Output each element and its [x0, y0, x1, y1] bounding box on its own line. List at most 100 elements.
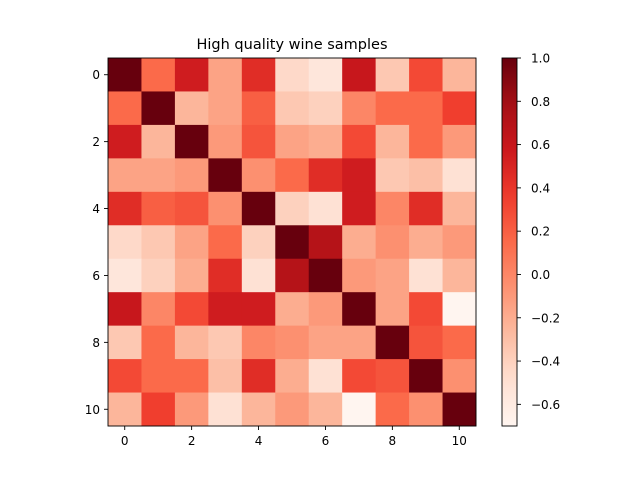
heatmap-cell — [208, 392, 243, 427]
heatmap-cell — [141, 58, 176, 92]
heatmap-cell — [275, 359, 310, 393]
heatmap-cell — [409, 191, 443, 226]
heatmap-cell — [442, 91, 477, 126]
x-tick-label: 4 — [255, 434, 263, 448]
heatmap-cell — [108, 58, 142, 92]
heatmap-cell — [308, 359, 343, 393]
heatmap-cell — [308, 58, 343, 92]
colorbar-gradient — [502, 58, 517, 426]
heatmap-cell — [342, 158, 377, 193]
heatmap-cell — [141, 124, 176, 159]
heatmap-cell — [308, 325, 343, 360]
heatmap-cell — [174, 392, 209, 427]
heatmap-cell — [409, 392, 443, 427]
x-tick-label: 10 — [452, 434, 467, 448]
heatmap-cell — [141, 325, 176, 360]
heatmap-cell — [174, 58, 209, 92]
heatmap-cell — [275, 392, 310, 427]
heatmap-cell — [375, 325, 410, 360]
heatmap-cell — [275, 225, 310, 260]
heatmap-cell — [375, 58, 410, 92]
heatmap-cell — [275, 124, 310, 159]
heatmap-cell — [308, 124, 343, 159]
heatmap-cell — [141, 158, 176, 193]
heatmap-cell — [308, 292, 343, 327]
heatmap-cell — [208, 58, 243, 92]
heatmap-cell — [108, 191, 142, 226]
heatmap-cell — [409, 124, 443, 159]
heatmap-cell — [241, 359, 276, 393]
heatmap-cell — [342, 258, 377, 293]
colorbar-tick-label: −0.4 — [531, 355, 560, 369]
x-tick-label: 8 — [389, 434, 397, 448]
heatmap-cell — [375, 292, 410, 327]
heatmap-axes: 0 2 4 6 8 10 0 2 4 6 8 10 — [85, 57, 477, 448]
heatmap-cell — [409, 58, 443, 92]
heatmap-cell — [241, 325, 276, 360]
heatmap-cell — [342, 124, 377, 159]
colorbar: 1.0 0.8 0.6 0.4 0.2 0.0 −0.2 −0.4 −0.6 — [501, 52, 560, 427]
colorbar-tick-label: 0.6 — [531, 138, 550, 152]
heatmap-cell — [308, 191, 343, 226]
heatmap-cell — [375, 124, 410, 159]
heatmap-cell — [442, 191, 477, 226]
heatmap-cell — [275, 325, 310, 360]
heatmap-cell — [342, 359, 377, 393]
heatmap-cell — [208, 91, 243, 126]
y-tick-label: 4 — [92, 202, 100, 216]
y-tick-label: 2 — [92, 135, 100, 149]
heatmap-cell — [208, 258, 243, 293]
heatmap-cell — [342, 58, 377, 92]
heatmap-cell — [174, 325, 209, 360]
heatmap-cell — [275, 91, 310, 126]
heatmap-cell — [108, 258, 142, 293]
heatmap-cell — [141, 359, 176, 393]
heatmap-cell — [174, 225, 209, 260]
x-tick-label: 0 — [121, 434, 129, 448]
heatmap-cell — [275, 158, 310, 193]
colorbar-tick-label: 0.4 — [531, 181, 550, 195]
heatmap-cell — [375, 258, 410, 293]
heatmap-cell — [174, 292, 209, 327]
heatmap-cell — [275, 191, 310, 226]
heatmap-cell — [442, 292, 477, 327]
heatmap-cell — [108, 158, 142, 193]
heatmap-cell — [442, 258, 477, 293]
heatmap-cell — [342, 91, 377, 126]
heatmap-cell — [141, 292, 176, 327]
heatmap-cell — [342, 292, 377, 327]
heatmap-cell — [375, 191, 410, 226]
heatmap-cell — [108, 91, 142, 126]
heatmap-cell — [241, 292, 276, 327]
heatmap-cell — [442, 325, 477, 360]
y-tick-label: 10 — [85, 403, 100, 417]
heatmap-cell — [241, 91, 276, 126]
heatmap-cell — [141, 91, 176, 126]
heatmap-cell — [442, 359, 477, 393]
heatmap-cell — [409, 258, 443, 293]
heatmap-cell — [409, 91, 443, 126]
heatmap-cell — [108, 392, 142, 427]
y-tick-label: 6 — [92, 269, 100, 283]
heatmap-cells — [108, 58, 477, 427]
colorbar-tick-label: 0.8 — [531, 95, 550, 109]
heatmap-cell — [208, 124, 243, 159]
y-tick-label: 0 — [92, 68, 100, 82]
heatmap-cell — [275, 258, 310, 293]
colorbar-tick-label: −0.6 — [531, 398, 560, 412]
heatmap-cell — [141, 225, 176, 260]
heatmap-cell — [108, 124, 142, 159]
heatmap-cell — [208, 292, 243, 327]
chart-title: High quality wine samples — [196, 37, 387, 53]
y-tick-label: 8 — [92, 336, 100, 350]
heatmap-cell — [174, 124, 209, 159]
heatmap-cell — [409, 225, 443, 260]
heatmap-cell — [108, 325, 142, 360]
heatmap-cell — [275, 58, 310, 92]
heatmap-cell — [442, 392, 477, 427]
heatmap-cell — [308, 258, 343, 293]
heatmap-cell — [409, 158, 443, 193]
heatmap-cell — [174, 158, 209, 193]
heatmap-cell — [141, 392, 176, 427]
